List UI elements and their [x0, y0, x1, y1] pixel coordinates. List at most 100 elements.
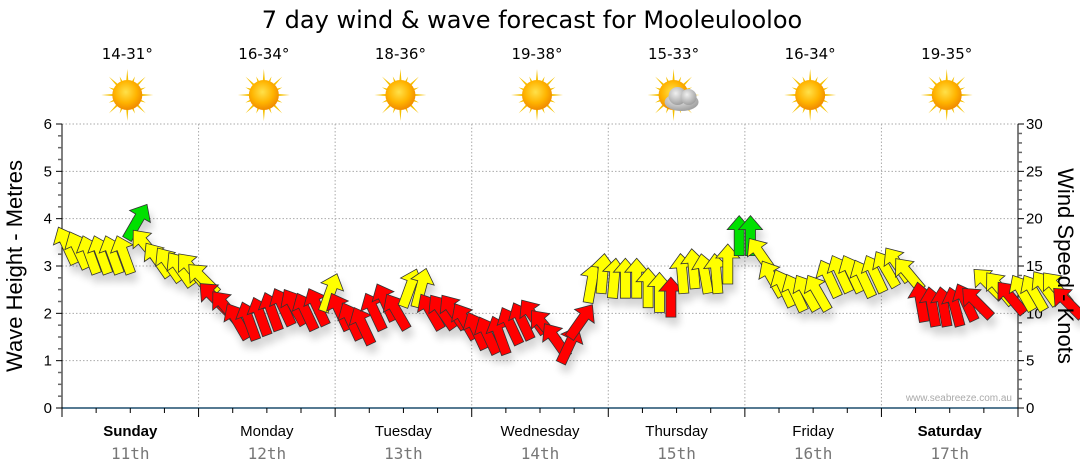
date-label: 17th [930, 444, 969, 463]
wind-arrow [737, 214, 764, 257]
sun-rays [920, 69, 973, 121]
sun-disc [795, 80, 826, 110]
sun-disc [112, 80, 143, 110]
wind-arrow [962, 287, 996, 321]
sun-ray [955, 76, 966, 87]
y-tick-label: 2 [44, 305, 52, 322]
date-label: 14th [521, 444, 560, 463]
sun-ray [126, 107, 129, 121]
sun-ray [945, 69, 948, 83]
wind-arrow [803, 274, 833, 314]
y2-tick-label: 15 [1026, 258, 1043, 275]
sun-ray [920, 93, 934, 97]
wind-arrow [714, 243, 741, 285]
sun-ray [791, 103, 802, 114]
sun-disc [522, 80, 552, 110]
partly-cloudy-icon [647, 69, 700, 121]
y2-tick-label: 5 [1026, 353, 1034, 370]
sun-ray [818, 103, 829, 114]
temperature-range: 19-38° [511, 45, 562, 63]
date-label: 12th [248, 444, 287, 463]
sun-ray [818, 76, 829, 87]
sun-ray [374, 93, 388, 97]
wind-arrow [318, 273, 345, 314]
sun-ray [245, 103, 256, 114]
y-tick-label: 5 [44, 163, 52, 180]
date-label: 13th [384, 444, 423, 463]
y-axis-title: Wave Height - Metres [2, 160, 27, 372]
sun-ray [518, 103, 529, 114]
day-label: Saturday [918, 423, 983, 440]
sun-ray [791, 76, 802, 87]
y2-tick-label: 0 [1026, 400, 1034, 417]
sun-ray [672, 107, 675, 121]
y-tick-label: 0 [44, 400, 52, 417]
temperature-range: 18-36° [375, 45, 426, 63]
sun-ray [276, 93, 290, 97]
day-label: Monday [240, 423, 294, 440]
sun-rays [374, 69, 427, 121]
sun-ray [262, 107, 266, 121]
wind-arrow [348, 307, 377, 347]
sun-ray [545, 76, 556, 87]
day-label: Wednesday [501, 423, 580, 440]
sun-ray [135, 103, 146, 114]
sun-ray [245, 76, 256, 87]
temperature-range: 16-34° [785, 45, 836, 63]
date-label: 15th [657, 444, 696, 463]
sun-ray [655, 76, 666, 87]
date-label: 16th [794, 444, 833, 463]
sun-ray [959, 93, 973, 97]
y2-tick-label: 25 [1026, 163, 1043, 180]
y-tick-label: 1 [44, 353, 52, 370]
sun-icon [511, 69, 563, 121]
y-tick-label: 3 [44, 258, 52, 275]
sun-ray [545, 103, 556, 114]
sun-ray [511, 93, 525, 97]
sun-ray [237, 93, 251, 97]
day-label: Friday [792, 423, 834, 440]
sun-icon [920, 69, 973, 121]
sun-ray [408, 103, 419, 114]
sun-ray [928, 103, 939, 114]
wind-arrow [122, 203, 151, 243]
wind-arrows [52, 203, 1080, 366]
sun-icon [237, 69, 290, 121]
sun-ray [408, 76, 419, 87]
sun-ray [928, 76, 939, 87]
sun-ray [399, 107, 402, 121]
day-label: Tuesday [375, 423, 432, 440]
temperature-range: 16-34° [238, 45, 289, 63]
sun-ray [672, 69, 675, 83]
x-axis-day-labels: Sunday 11th Monday 12th Tuesday 13th Wednesday… [103, 423, 982, 463]
sun-ray [681, 76, 692, 87]
sun-ray [413, 93, 427, 97]
day-label: Sunday [103, 423, 158, 440]
sun-disc [385, 80, 416, 110]
chart-title: 7 day wind & wave forecast for Mooleuloo… [262, 6, 802, 34]
sun-ray [784, 93, 798, 97]
sun-disc [248, 80, 279, 110]
sun-ray [647, 93, 661, 97]
sun-ray [535, 107, 539, 121]
sun-ray [272, 76, 283, 87]
sun-ray [955, 103, 966, 114]
sun-ray [101, 93, 115, 97]
day-label: Thursday [645, 423, 708, 440]
sun-icon [101, 69, 154, 121]
credit-text: www.seabreeze.com.au [905, 393, 1012, 404]
sun-ray [262, 69, 266, 83]
cloud-part [680, 89, 697, 105]
y2-tick-label: 20 [1026, 211, 1043, 228]
y2-axis-title: Wind Speed - Knots [1053, 168, 1078, 364]
sun-disc [931, 80, 962, 110]
sun-ray [382, 103, 393, 114]
wind-arrow [564, 304, 595, 341]
sun-ray [140, 93, 154, 97]
temperature-range: 19-35° [921, 45, 972, 63]
y-tick-label: 6 [44, 116, 52, 133]
y2-tick-label: 30 [1026, 116, 1043, 133]
y-tick-label: 4 [44, 211, 52, 228]
sun-ray [135, 76, 146, 87]
